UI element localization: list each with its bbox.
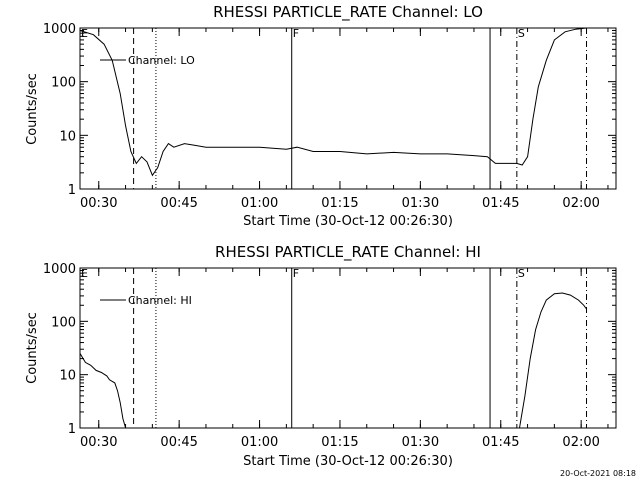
- chart-title: RHESSI PARTICLE_RATE Channel: LO: [213, 3, 483, 22]
- legend-label: Channel: LO: [128, 54, 195, 67]
- y-tick-label: 1000: [43, 262, 76, 277]
- x-tick-label: 00:45: [160, 196, 197, 211]
- x-tick-label: 02:00: [562, 196, 599, 211]
- x-tick-label: 00:30: [80, 196, 117, 211]
- data-series-line: [79, 27, 608, 177]
- x-tick-label: 01:45: [482, 435, 519, 450]
- y-tick-label: 100: [51, 315, 76, 330]
- x-tick-label: 01:45: [482, 196, 519, 211]
- y-axis-label: Counts/sec: [25, 73, 40, 145]
- x-tick-label: 00:45: [160, 435, 197, 450]
- plot-frame: [79, 267, 617, 429]
- event-label: S: [518, 27, 525, 40]
- event-label: E: [81, 267, 88, 280]
- x-tick-label: 00:30: [80, 435, 117, 450]
- y-axis-label: Counts/sec: [25, 312, 40, 384]
- data-series-line: [79, 292, 587, 429]
- y-tick-label: 1: [68, 183, 76, 198]
- generation-timestamp: 20-Oct-2021 08:18: [560, 469, 636, 478]
- event-label: F: [293, 267, 299, 280]
- x-tick-label: 01:00: [241, 435, 278, 450]
- hi-channel-panel: RHESSI PARTICLE_RATE Channel: HI Start T…: [25, 243, 617, 469]
- x-tick-label: 01:30: [402, 196, 439, 211]
- y-tick-label: 100: [51, 76, 76, 91]
- y-tick-label: 1: [68, 422, 76, 437]
- x-tick-label: 02:00: [562, 435, 599, 450]
- event-label: E: [81, 27, 88, 40]
- event-label: S: [518, 267, 525, 280]
- x-axis-label: Start Time (30-Oct-12 00:26:30): [243, 454, 453, 469]
- lo-channel-panel: RHESSI PARTICLE_RATE Channel: LO Start T…: [25, 3, 617, 229]
- x-tick-label: 01:00: [241, 196, 278, 211]
- x-axis-label: Start Time (30-Oct-12 00:26:30): [243, 214, 453, 229]
- event-label: F: [293, 27, 299, 40]
- legend-label: Channel: HI: [128, 294, 192, 307]
- x-tick-label: 01:15: [321, 196, 358, 211]
- y-tick-label: 10: [59, 369, 76, 384]
- y-tick-label: 1000: [43, 22, 76, 37]
- plot-frame: [79, 27, 617, 190]
- chart-title: RHESSI PARTICLE_RATE Channel: HI: [215, 243, 481, 262]
- x-tick-label: 01:30: [402, 435, 439, 450]
- x-tick-label: 01:15: [321, 435, 358, 450]
- y-tick-label: 10: [59, 129, 76, 144]
